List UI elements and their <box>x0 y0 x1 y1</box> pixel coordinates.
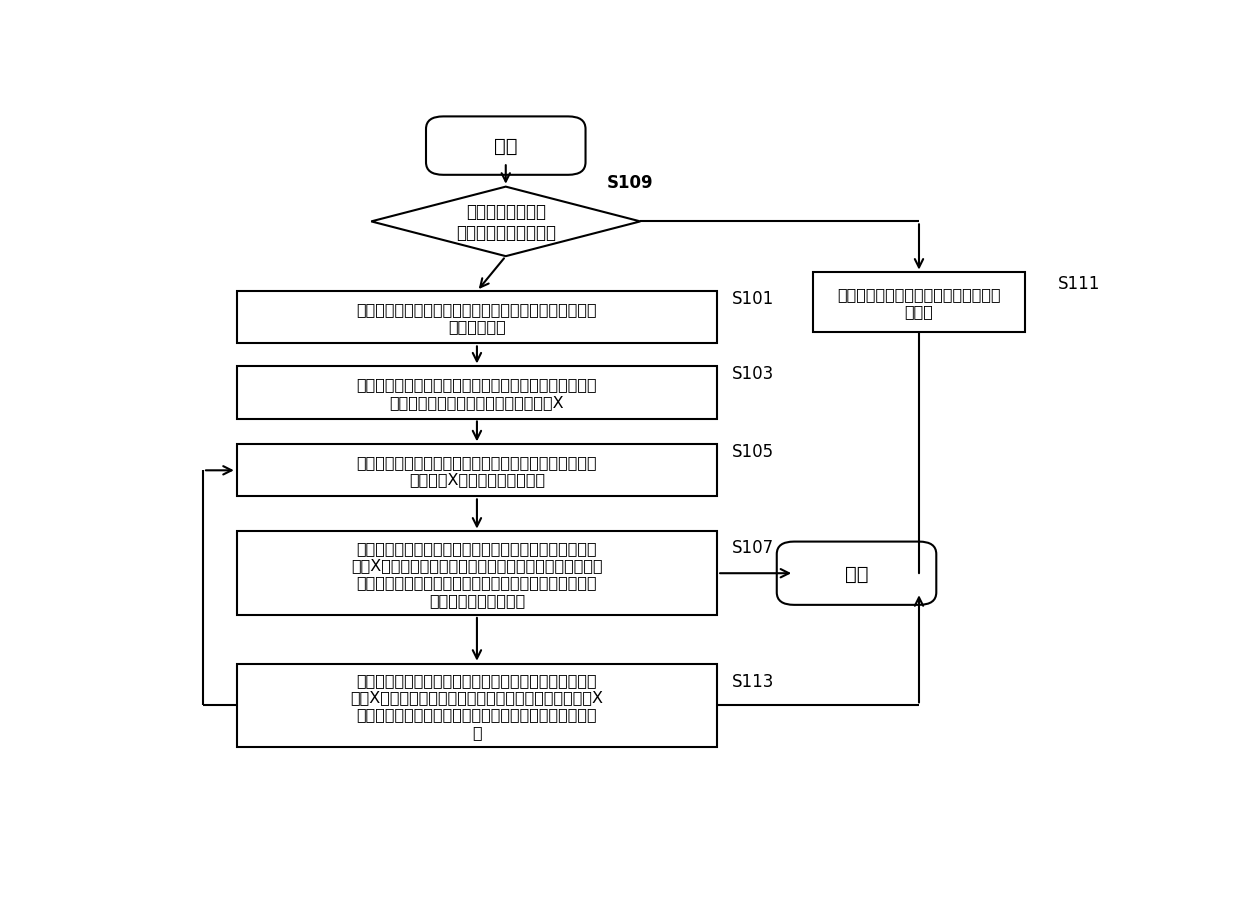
Text: 将得到链路聚合端口的成员端口中产生信号劣化光路衰减
的个数值X与预定阈值进行比较: 将得到链路聚合端口的成员端口中产生信号劣化光路衰减 的个数值X与预定阈值进行比较 <box>357 455 598 487</box>
Text: S103: S103 <box>732 364 774 382</box>
FancyBboxPatch shape <box>776 542 936 605</box>
Bar <box>237 532 717 615</box>
Bar <box>237 367 717 419</box>
Text: S109: S109 <box>606 173 653 191</box>
Polygon shape <box>371 188 640 257</box>
Text: 根据获取的成员端口状态信息，得到链路聚合端口的成员
端口中产生信号劣化光路衰减的个数值X: 根据获取的成员端口状态信息，得到链路聚合端口的成员 端口中产生信号劣化光路衰减的… <box>357 377 598 410</box>
Text: S105: S105 <box>732 442 774 460</box>
Text: S113: S113 <box>732 672 774 690</box>
Text: 结束: 结束 <box>844 564 868 583</box>
Text: S111: S111 <box>1058 274 1101 292</box>
Text: 开始: 开始 <box>494 137 517 156</box>
Bar <box>813 273 1024 332</box>
Text: S107: S107 <box>732 538 774 557</box>
Text: S101: S101 <box>732 290 774 308</box>
Text: 判断网络侧出端口
是否为链路聚合端口？: 判断网络侧出端口 是否为链路聚合端口？ <box>456 203 556 242</box>
Text: 按照现有技术进行信号劣化上报切换保
护处理: 按照现有技术进行信号劣化上报切换保 护处理 <box>837 287 1001 319</box>
Text: 从链路聚合端口的状态寄存器中获取链路聚合端口的成员
端口状态信息: 从链路聚合端口的状态寄存器中获取链路聚合端口的成员 端口状态信息 <box>357 302 598 334</box>
Bar <box>237 445 717 497</box>
Text: 当链路聚合端口的成员端口中产生信号劣化光路衰减的个
数值X大于预定阈值时，将链路聚合端口的所有成员端口状
态设置为信号劣化状态，并通知虚段层上报故障进行业务
保: 当链路聚合端口的成员端口中产生信号劣化光路衰减的个 数值X大于预定阈值时，将链路… <box>351 540 603 607</box>
FancyBboxPatch shape <box>427 117 585 176</box>
Bar <box>237 292 717 344</box>
Bar <box>237 664 717 747</box>
Text: 当链路聚合端口的成员端口中产生信号劣化光路衰减的个
数值X小于等于预定阈值时，将产生信号劣化光路衰减的X
个成员端口状态设置为不参与业务流量转发的不活动的状
态: 当链路聚合端口的成员端口中产生信号劣化光路衰减的个 数值X小于等于预定阈值时，将… <box>351 672 604 739</box>
